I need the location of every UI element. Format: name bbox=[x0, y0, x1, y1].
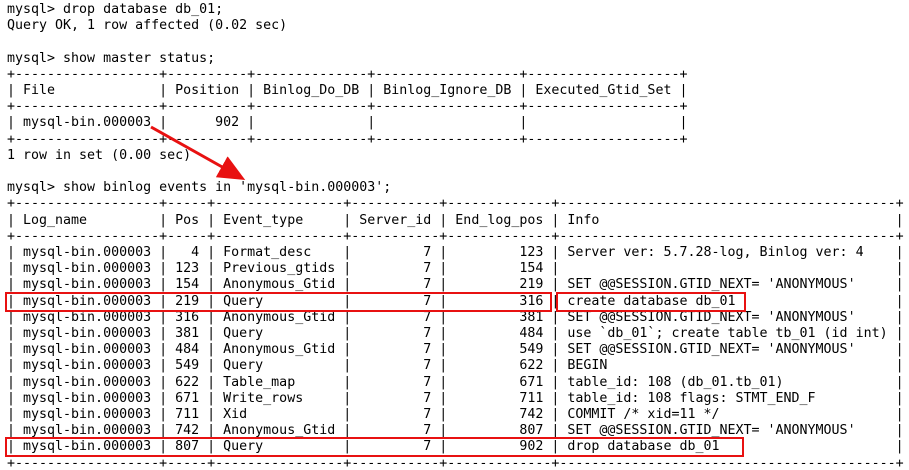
terminal-output: mysql> drop database db_01; Query OK, 1 … bbox=[7, 2, 904, 470]
terminal-window: mysql> drop database db_01; Query OK, 1 … bbox=[5, 2, 904, 470]
